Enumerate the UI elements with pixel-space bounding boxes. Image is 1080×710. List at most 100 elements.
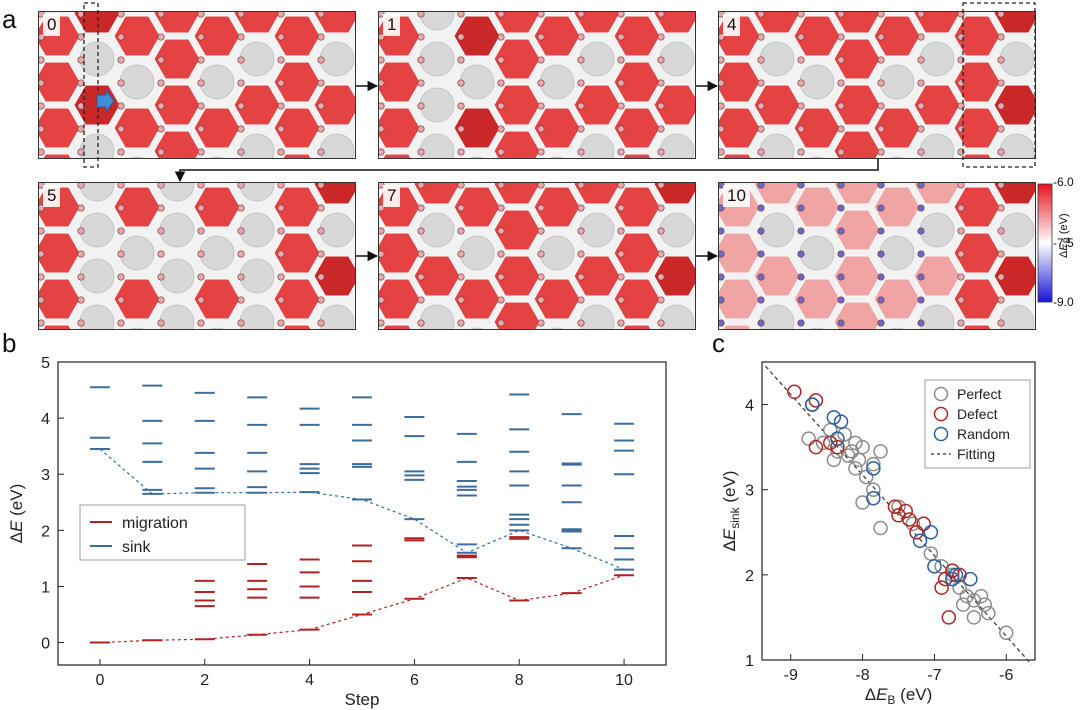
lattice-hexagon — [533, 278, 581, 320]
lattice-atom — [39, 102, 45, 110]
lattice-hexagon — [653, 255, 695, 297]
lattice-atom — [417, 79, 425, 87]
lattice-atom — [797, 102, 805, 110]
lattice-atom — [617, 296, 625, 304]
lattice-atom — [757, 319, 765, 327]
lattice-atom — [157, 319, 165, 327]
lattice-atom — [39, 33, 45, 41]
lattice-atom — [917, 148, 925, 156]
lattice-atom — [797, 183, 805, 189]
lattice-hexagon — [793, 107, 841, 149]
lattice-hexagon — [39, 232, 81, 274]
lattice-atom — [757, 183, 765, 189]
y-tick-label: 5 — [41, 355, 50, 372]
lattice-hexagon — [233, 12, 281, 34]
lattice-hexagon — [453, 278, 501, 320]
lattice-atom — [617, 227, 625, 235]
lattice-hexagon — [793, 278, 841, 320]
lattice-atom — [577, 79, 585, 87]
lattice-hexagon — [953, 186, 1001, 228]
lattice-atom — [117, 33, 125, 41]
lattice-atom — [197, 250, 205, 258]
lattice-atom — [757, 56, 765, 64]
lattice-atom — [837, 12, 845, 18]
data-point-random — [830, 431, 845, 446]
lattice-hexagon — [382, 153, 412, 158]
lattice-atom — [957, 183, 965, 189]
lattice-hexagon — [379, 107, 421, 149]
lattice-atom — [77, 204, 85, 212]
snapshot-step-label: 7 — [383, 185, 401, 207]
lattice-atom — [157, 204, 165, 212]
lattice-atom — [39, 250, 45, 258]
x-tick-label: 8 — [515, 672, 524, 689]
lattice-atom — [157, 250, 165, 258]
data-point-perfect — [848, 435, 863, 451]
lattice-hexagon — [653, 12, 695, 34]
lattice-atom — [577, 204, 585, 212]
data-point-perfect — [999, 625, 1014, 641]
lattice-hexagon — [622, 324, 652, 329]
lattice-atom — [379, 250, 385, 258]
lattice-void — [130, 156, 144, 158]
lattice-atom — [277, 250, 285, 258]
lattice-hexagon — [573, 84, 621, 126]
lattice-void — [210, 156, 224, 158]
lattice-atom — [237, 56, 245, 64]
snapshot-step-label: 10 — [723, 185, 750, 207]
lattice-atom — [577, 296, 585, 304]
lattice-atom — [877, 125, 885, 133]
data-point-defect — [898, 503, 913, 519]
lattice-hexagon — [453, 186, 501, 228]
lattice-atom — [197, 148, 205, 156]
x-tick-label: -7 — [927, 667, 941, 684]
lattice-atom — [537, 102, 545, 110]
lattice-atom — [237, 183, 245, 189]
lattice-atom — [317, 33, 325, 41]
lattice-hexagon — [282, 153, 312, 158]
lattice-hexagon — [622, 153, 652, 158]
data-point-perfect — [981, 605, 996, 621]
lattice-atom — [797, 125, 805, 133]
lattice-atom — [317, 250, 325, 258]
lattice-hexagon — [573, 255, 621, 297]
lattice-hexagon — [493, 38, 541, 80]
lattice-hexagon — [413, 255, 461, 297]
lattice-atom — [657, 183, 665, 189]
lattice-hexagon — [722, 153, 752, 158]
lattice-atom — [237, 227, 245, 235]
y-axis-label: ΔE (eV) — [7, 484, 26, 544]
data-point-perfect — [826, 452, 842, 468]
lattice-atom — [757, 79, 765, 87]
data-point-perfect — [815, 435, 831, 451]
lattice-atom — [197, 102, 205, 110]
lattice-atom — [277, 12, 285, 18]
x-tick-label: 2 — [200, 672, 209, 689]
y-tick-label: 2 — [745, 568, 754, 585]
lattice-hexagon — [719, 61, 761, 103]
snapshot-step-label: 4 — [723, 14, 741, 36]
lattice-atom — [797, 273, 805, 281]
lattice-atom — [197, 227, 205, 235]
lattice-atom — [277, 148, 285, 156]
lattice-atom — [957, 204, 965, 212]
lattice-atom — [719, 56, 725, 64]
lattice-hexagon — [953, 278, 1001, 320]
lattice-atom — [39, 273, 45, 281]
lattice-hexagon — [493, 12, 541, 34]
lattice-atom — [379, 148, 385, 156]
lattice-atom — [317, 319, 325, 327]
lattice-atom — [837, 296, 845, 304]
y-axis-label-delta: Δ — [7, 532, 26, 543]
lattice-atom — [719, 33, 725, 41]
lattice-atom — [657, 33, 665, 41]
legend-swatch — [933, 406, 949, 422]
lattice-hexagon — [719, 232, 761, 274]
legend-swatch — [933, 386, 949, 402]
lattice-atom — [917, 273, 925, 281]
lattice-hexagon — [313, 255, 355, 297]
lattice-hexagon — [273, 61, 321, 103]
lattice-atom — [657, 319, 665, 327]
lattice-atom — [157, 125, 165, 133]
lattice-hexagon — [833, 183, 881, 205]
